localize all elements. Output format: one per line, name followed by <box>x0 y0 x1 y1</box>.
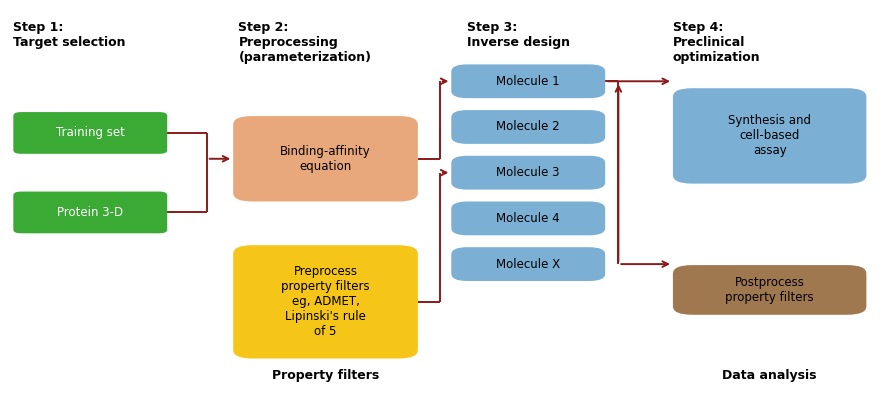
FancyBboxPatch shape <box>451 110 605 144</box>
Text: Step 1:
Target selection: Step 1: Target selection <box>13 21 126 49</box>
FancyBboxPatch shape <box>451 202 605 235</box>
Text: Protein 3-D: Protein 3-D <box>58 206 123 219</box>
Text: Step 2:
Preprocessing
(parameterization): Step 2: Preprocessing (parameterization) <box>238 21 372 64</box>
Text: Synthesis and
cell-based
assay: Synthesis and cell-based assay <box>728 114 812 158</box>
Text: Molecule X: Molecule X <box>496 258 560 270</box>
FancyBboxPatch shape <box>13 112 167 154</box>
Text: Binding-affinity
equation: Binding-affinity equation <box>281 145 371 173</box>
FancyBboxPatch shape <box>451 247 605 281</box>
FancyBboxPatch shape <box>233 245 418 359</box>
Text: Data analysis: Data analysis <box>722 369 817 382</box>
Text: Molecule 3: Molecule 3 <box>496 166 560 179</box>
Text: Training set: Training set <box>56 127 125 139</box>
Text: Step 3:
Inverse design: Step 3: Inverse design <box>467 21 570 49</box>
Text: Molecule 2: Molecule 2 <box>496 120 560 133</box>
FancyBboxPatch shape <box>451 64 605 98</box>
Text: Step 4:
Preclinical
optimization: Step 4: Preclinical optimization <box>673 21 760 64</box>
Text: Preprocess
property filters
eg, ADMET,
Lipinski's rule
of 5: Preprocess property filters eg, ADMET, L… <box>281 265 370 339</box>
FancyBboxPatch shape <box>451 156 605 189</box>
Text: Postprocess
property filters: Postprocess property filters <box>726 276 814 304</box>
Text: Molecule 4: Molecule 4 <box>496 212 560 225</box>
FancyBboxPatch shape <box>673 265 866 315</box>
Text: Property filters: Property filters <box>272 369 379 382</box>
FancyBboxPatch shape <box>233 116 418 202</box>
Text: Molecule 1: Molecule 1 <box>496 75 560 88</box>
FancyBboxPatch shape <box>673 88 866 184</box>
FancyBboxPatch shape <box>13 191 167 233</box>
